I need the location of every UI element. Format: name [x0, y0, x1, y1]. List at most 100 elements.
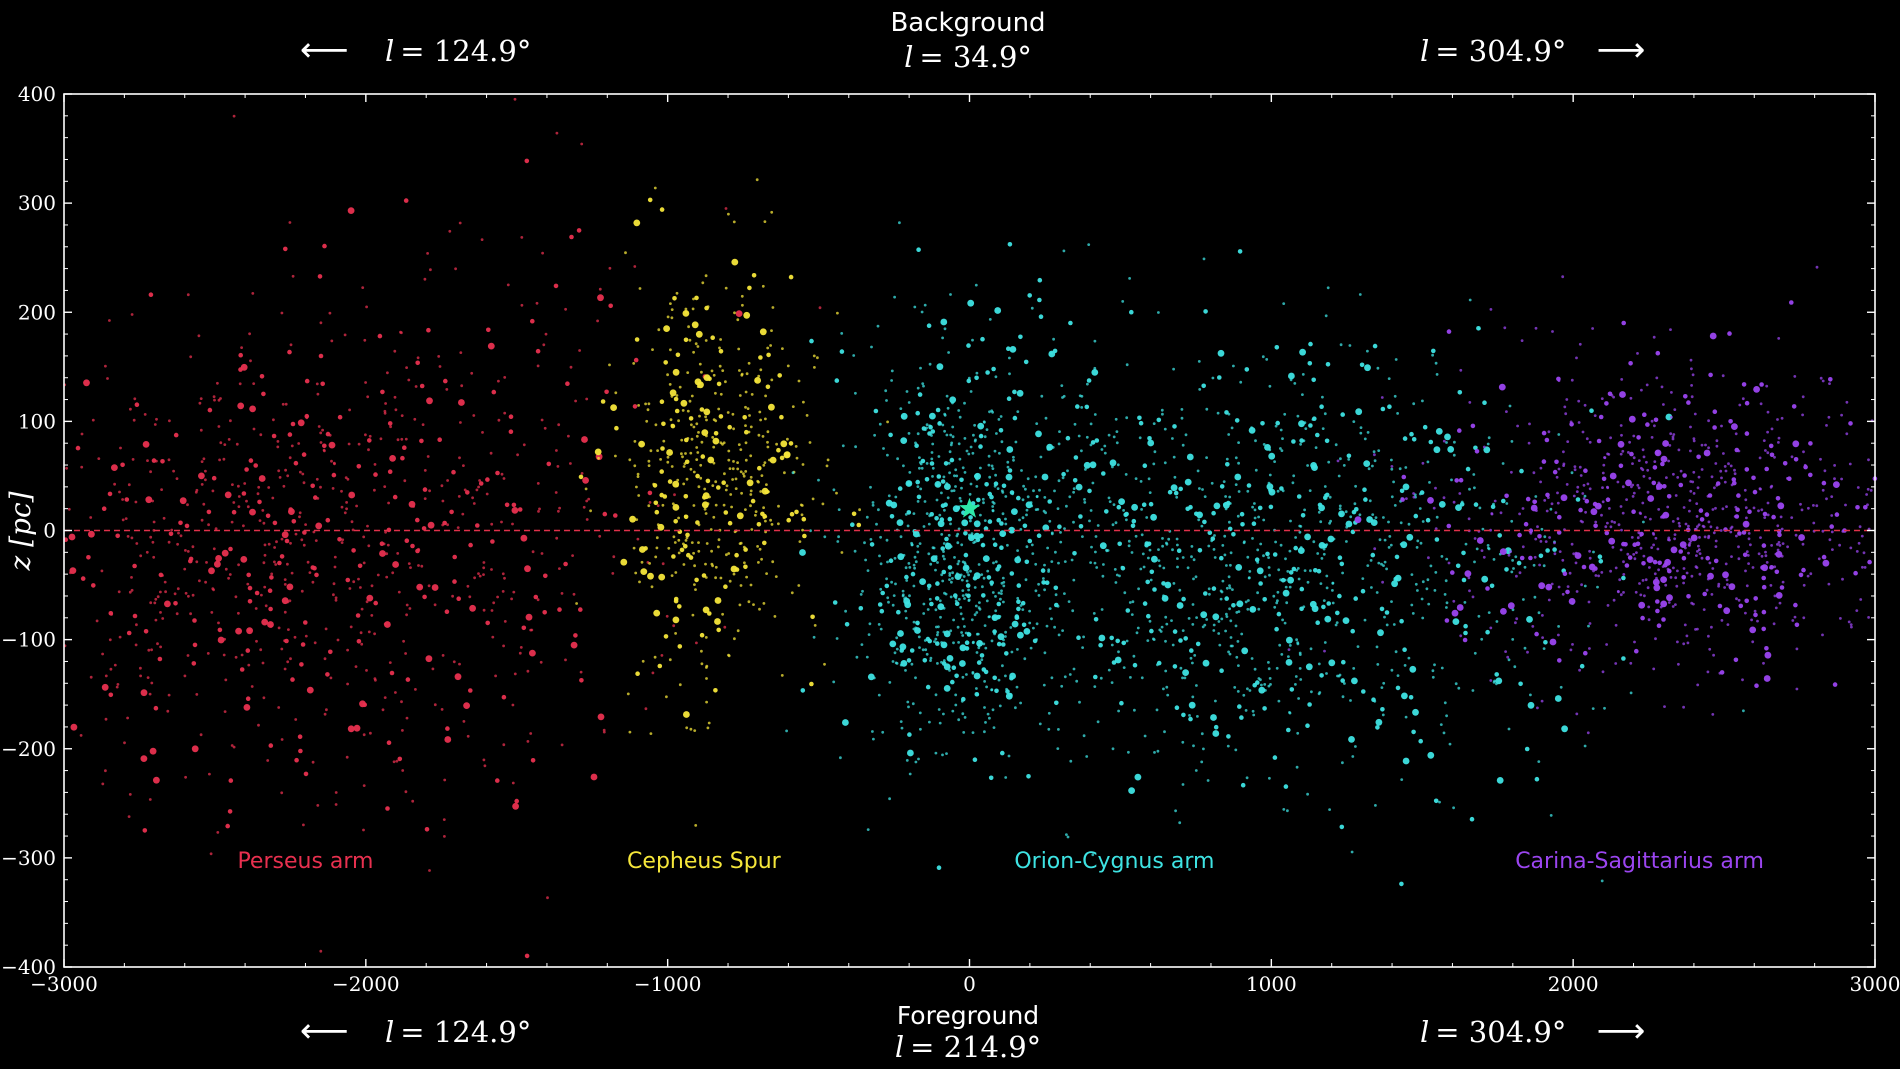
point-2: [893, 651, 897, 655]
point-2: [1518, 681, 1523, 687]
point-2: [900, 726, 904, 730]
point-2: [1208, 592, 1211, 596]
point-0: [368, 434, 372, 438]
point-3: [1532, 499, 1537, 505]
point-2: [1296, 494, 1302, 499]
point-2: [988, 318, 992, 321]
point-2: [1259, 678, 1262, 682]
point-2: [938, 599, 942, 603]
point-3: [1802, 616, 1806, 620]
point-2: [1286, 570, 1290, 573]
point-2: [950, 441, 954, 445]
point-2: [1024, 578, 1028, 582]
point-0: [148, 798, 152, 801]
point-2: [1394, 358, 1398, 361]
point-2: [1034, 475, 1038, 479]
point-3: [1732, 480, 1737, 486]
point-3: [1653, 460, 1657, 463]
point-2: [1234, 456, 1238, 460]
point-2: [1507, 727, 1511, 731]
point-2: [958, 457, 962, 461]
point-2: [1038, 488, 1041, 492]
point-3: [1655, 608, 1660, 614]
point-2: [999, 597, 1002, 601]
point-2: [1236, 600, 1244, 608]
point-0: [159, 611, 162, 614]
point-3: [1655, 350, 1661, 356]
point-0: [524, 953, 530, 959]
point-1: [759, 418, 762, 422]
point-2: [951, 571, 954, 575]
point-3: [1650, 419, 1654, 423]
point-2: [1445, 714, 1448, 718]
point-1: [713, 431, 719, 436]
point-2: [1252, 713, 1256, 717]
point-2: [929, 656, 933, 660]
point-1: [780, 440, 788, 448]
point-3: [1427, 497, 1434, 504]
point-2: [917, 635, 921, 639]
point-3: [1699, 517, 1705, 522]
point-0: [333, 565, 337, 569]
point-0: [199, 397, 203, 400]
point-3: [1354, 516, 1362, 524]
point-3: [1575, 712, 1579, 716]
point-1: [744, 390, 748, 394]
point-2: [970, 501, 976, 506]
point-2: [924, 477, 930, 482]
point-2: [1025, 513, 1028, 517]
point-2: [1377, 629, 1384, 637]
point-0: [121, 498, 124, 501]
point-3: [1786, 545, 1789, 549]
point-2: [1311, 377, 1316, 383]
point-0: [145, 550, 149, 554]
point-0: [294, 757, 299, 763]
point-3: [1616, 480, 1620, 484]
point-0: [555, 449, 558, 452]
point-0: [133, 397, 137, 401]
point-3: [1717, 582, 1721, 586]
point-1: [691, 307, 695, 311]
point-3: [1518, 512, 1521, 516]
point-3: [1775, 592, 1783, 599]
point-3: [1866, 487, 1870, 491]
point-3: [1552, 469, 1558, 475]
point-0: [472, 414, 476, 417]
point-2: [1297, 577, 1301, 581]
point-2: [1151, 555, 1158, 563]
point-2: [939, 615, 942, 619]
point-3: [1617, 523, 1621, 527]
point-2: [944, 542, 952, 550]
point-2: [1016, 410, 1020, 413]
point-2: [1068, 495, 1072, 499]
point-1: [727, 424, 732, 430]
point-3: [1612, 395, 1615, 399]
point-3: [1707, 634, 1710, 638]
point-3: [1647, 618, 1651, 622]
point-0: [88, 530, 95, 538]
point-2: [907, 432, 911, 435]
point-2: [1025, 545, 1029, 549]
point-2: [1119, 700, 1124, 706]
point-2: [1156, 749, 1160, 753]
point-1: [766, 346, 770, 350]
point-1: [742, 474, 746, 478]
point-0: [231, 509, 237, 515]
point-2: [1128, 787, 1135, 794]
point-1: [714, 618, 721, 625]
point-2: [1172, 629, 1178, 634]
point-2: [1323, 485, 1327, 488]
point-1: [886, 420, 889, 424]
point-3: [1640, 388, 1643, 392]
point-2: [1372, 450, 1376, 454]
point-1: [702, 492, 710, 500]
point-2: [1545, 548, 1550, 553]
point-0: [345, 507, 348, 511]
point-2: [951, 425, 955, 429]
point-2: [976, 497, 981, 503]
point-2: [949, 396, 957, 404]
point-2: [991, 509, 995, 513]
point-2: [889, 514, 895, 519]
point-2: [891, 660, 895, 663]
point-2: [1298, 420, 1305, 428]
